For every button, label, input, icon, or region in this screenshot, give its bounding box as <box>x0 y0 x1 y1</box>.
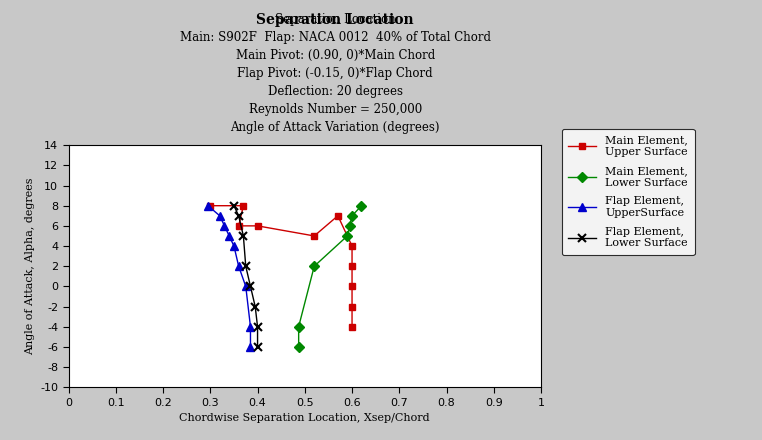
Text: Separation Location
Main: S902F  Flap: NACA 0012  40% of Total Chord
Main Pivot:: Separation Location Main: S902F Flap: NA… <box>180 13 491 134</box>
X-axis label: Chordwise Separation Location, Xsep/Chord: Chordwise Separation Location, Xsep/Chor… <box>180 413 430 423</box>
Text: Separation Location: Separation Location <box>257 13 414 27</box>
Legend: Main Element,
Upper Surface, Main Element,
Lower Surface, Flap Element,
UpperSur: Main Element, Upper Surface, Main Elemen… <box>562 129 695 255</box>
Y-axis label: Angle of Attack, Alpha, degrees: Angle of Attack, Alpha, degrees <box>24 177 34 355</box>
